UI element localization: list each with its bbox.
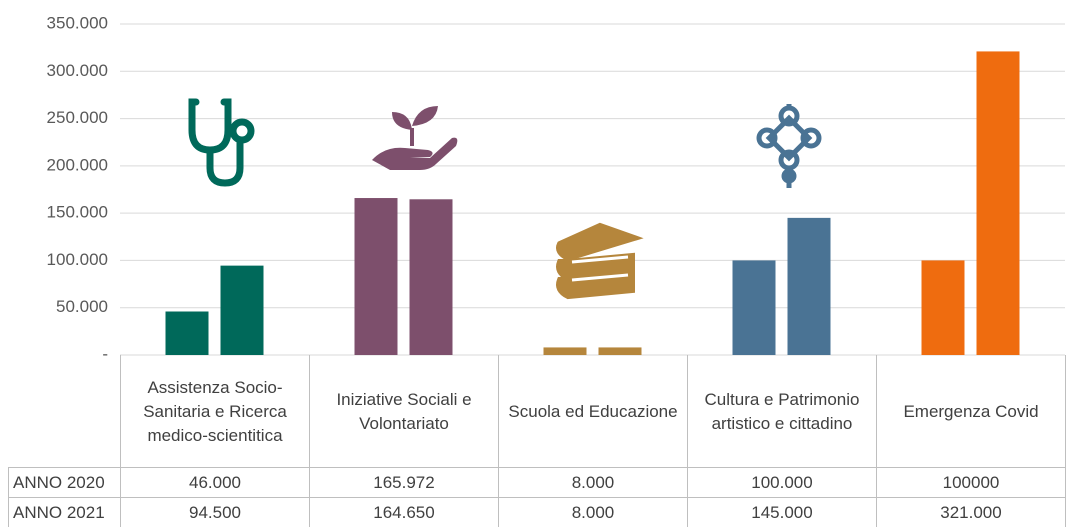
hand-plant-icon — [372, 106, 458, 170]
y-tick-label: 100.000 — [47, 250, 108, 269]
table-value: 100.000 — [687, 467, 877, 498]
table-value: 164.650 — [309, 497, 499, 527]
bar — [921, 260, 965, 355]
table-value: 321.000 — [876, 497, 1066, 527]
knot-icon — [756, 104, 822, 188]
bar — [976, 51, 1020, 355]
bar — [354, 198, 398, 355]
category-label: Iniziative Sociali e Volontariato — [309, 355, 499, 468]
table-value: 8.000 — [498, 497, 688, 527]
y-tick-label: 200.000 — [47, 155, 108, 174]
table-value: 145.000 — [687, 497, 877, 527]
y-tick-label: - — [102, 344, 108, 363]
bar — [543, 347, 587, 355]
y-tick-label: 250.000 — [47, 108, 108, 127]
category-label: Scuola ed Educazione — [498, 355, 688, 468]
y-tick-label: 300.000 — [47, 61, 108, 80]
bar — [787, 217, 831, 355]
table-value: 94.500 — [120, 497, 310, 527]
category-label: Emergenza Covid — [876, 355, 1066, 468]
row-label: ANNO 2021 — [8, 497, 121, 527]
bar — [220, 265, 264, 355]
bar — [409, 199, 453, 355]
icons — [188, 98, 822, 300]
bar — [732, 260, 776, 355]
table-value: 8.000 — [498, 467, 688, 498]
row-label: ANNO 2020 — [8, 467, 121, 498]
books-icon — [556, 222, 644, 300]
category-label: Cultura e Patrimonio artistico e cittadi… — [687, 355, 877, 468]
table-value: 100000 — [876, 467, 1066, 498]
y-tick-label: 50.000 — [56, 297, 108, 316]
bar — [598, 347, 642, 355]
category-label: Assistenza Socio-Sanitaria e Ricerca med… — [120, 355, 310, 468]
stethoscope-icon — [188, 98, 255, 187]
table-value: 165.972 — [309, 467, 499, 498]
table-value: 46.000 — [120, 467, 310, 498]
y-tick-label: 150.000 — [47, 203, 108, 222]
y-tick-label: 350.000 — [47, 13, 108, 32]
bar — [165, 311, 209, 355]
